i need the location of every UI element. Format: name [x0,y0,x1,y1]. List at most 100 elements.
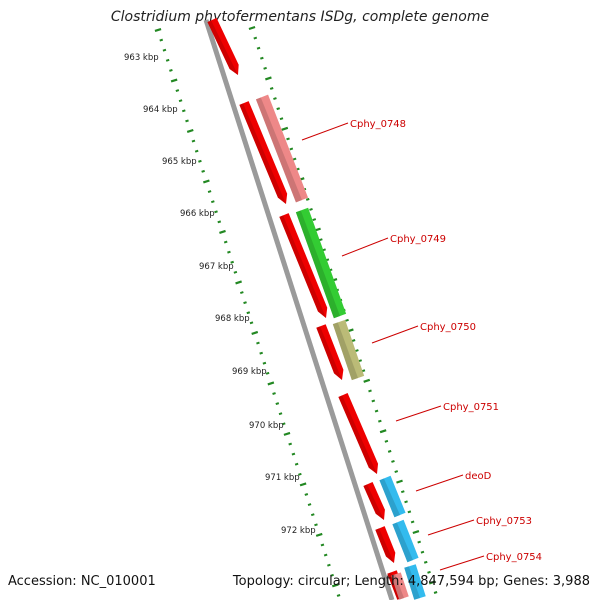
inner-scale-minor-tick [288,442,293,446]
outer-scale-minor-tick [358,359,363,363]
inner-scale-major-tick [202,179,210,184]
outer-scale-minor-tick [289,147,294,151]
gene-label[interactable]: deoD [465,471,492,482]
outer-scale-minor-tick [394,470,399,473]
inner-scale-minor-tick [256,341,260,345]
scale-label: 971 kbp [265,473,300,483]
cds-arrow-inner-4[interactable] [316,324,344,380]
cds-arrow-inner-5[interactable] [338,393,379,474]
inner-scale-minor-tick [281,422,286,426]
inner-scale-major-tick [251,330,259,335]
inner-scale-minor-tick [327,563,331,567]
inner-scale-minor-tick [230,260,234,264]
scale-label: 963 kbp [124,53,159,63]
inner-scale-minor-tick [246,311,251,315]
feature-block-pink-2[interactable] [391,572,409,600]
inner-scale-minor-tick [259,351,264,355]
inner-scale-minor-tick [262,361,267,365]
inner-scale-minor-tick [227,250,231,254]
scale-label: 964 kbp [143,105,178,115]
inner-scale-minor-tick [165,58,170,62]
cds-arrow-inner-3[interactable] [279,213,328,318]
outer-scale-minor-tick [253,36,258,40]
gene-label[interactable]: Cphy_0749 [390,234,446,245]
cds-arrow-inner-1[interactable] [207,17,239,75]
outer-scale-minor-tick [391,460,395,463]
inner-scale-minor-tick [233,270,238,274]
outer-scale-minor-tick [387,449,392,453]
gene-label[interactable]: Cphy_0754 [486,552,542,563]
cds-arrow-inner-6[interactable] [363,481,385,520]
outer-scale-minor-tick [309,208,313,211]
feature-block-olive[interactable] [332,319,365,381]
outer-scale-major-tick [379,429,387,434]
outer-scale-major-tick [265,76,272,81]
outer-scale-minor-tick [279,117,284,121]
outer-scale-minor-tick [427,570,431,574]
outer-scale-minor-tick [319,238,323,242]
gene-leader-line [439,555,485,571]
inner-scale-minor-tick [310,513,315,517]
outer-scale-minor-tick [292,157,297,161]
outer-scale-minor-tick [371,399,376,403]
outer-scale-minor-tick [351,339,356,342]
outer-scale-major-tick [281,126,289,131]
outer-scale-minor-tick [368,389,372,393]
outer-scale-major-tick [363,378,371,383]
outer-scale-minor-tick [286,137,290,141]
outer-scale-major-tick [396,479,403,484]
gene-label[interactable]: Cphy_0750 [420,322,476,333]
cds-arrow-inner-2[interactable] [239,101,288,204]
scale-label: 969 kbp [232,367,267,377]
inner-scale-minor-tick [178,99,183,103]
inner-scale-major-tick [235,280,242,285]
inner-scale-minor-tick [198,159,202,163]
gene-leader-line [301,122,349,141]
feature-block-cyan-1[interactable] [379,475,406,518]
outer-scale-major-tick [248,25,256,31]
scale-label: 972 kbp [281,526,316,536]
feature-block-pink[interactable] [255,94,309,203]
gene-leader-line [415,474,464,492]
gene-features [207,17,426,600]
accession-text: Accession: NC_010001 [8,574,156,589]
outer-scale-minor-tick [423,560,428,564]
outer-scale-minor-tick [305,197,310,201]
cds-arrow-inner-7[interactable] [375,526,396,563]
inner-scale-minor-tick [217,220,222,224]
outer-scale-minor-tick [420,550,425,554]
outer-scale-minor-tick [269,87,274,90]
scale-label: 970 kbp [249,421,284,431]
inner-scale-minor-tick [181,109,186,113]
inner-scale-minor-tick [275,402,280,406]
inner-scale-minor-tick [314,523,318,527]
inner-scale-major-tick [299,482,307,487]
inner-scale-major-tick [315,532,323,537]
inner-scale-major-tick [170,78,178,83]
inner-scale-minor-tick [185,119,189,123]
gene-leader-line [395,405,442,422]
inner-scale-minor-tick [162,48,167,52]
outer-scale-minor-tick [378,419,382,423]
inner-scale-major-tick [186,128,194,133]
inner-scale-minor-tick [169,68,173,72]
gene-label[interactable]: Cphy_0748 [350,119,406,130]
gene-leader-line [371,325,419,344]
gene-label[interactable]: Cphy_0753 [476,516,532,527]
outer-scale-major-tick [412,529,420,535]
inner-scale-minor-tick [336,594,341,597]
inner-scale-minor-tick [223,240,228,244]
feature-block-green[interactable] [295,207,347,319]
outer-scale-minor-tick [345,318,349,322]
outer-scale-minor-tick [355,349,359,353]
gene-labels: Cphy_0748 Cphy_0749 Cphy_0750 Cphy_0751 deoD… [301,119,542,571]
gene-label[interactable]: Cphy_0751 [443,402,499,413]
inner-scale-minor-tick [323,553,328,557]
feature-block-cyan-3[interactable] [404,564,426,600]
feature-block-cyan-2[interactable] [392,519,419,563]
gene-leader-line [427,519,475,536]
inner-scale-minor-tick [291,452,296,456]
outer-scale-minor-tick [410,520,415,524]
inner-scale-major-tick [283,431,291,436]
